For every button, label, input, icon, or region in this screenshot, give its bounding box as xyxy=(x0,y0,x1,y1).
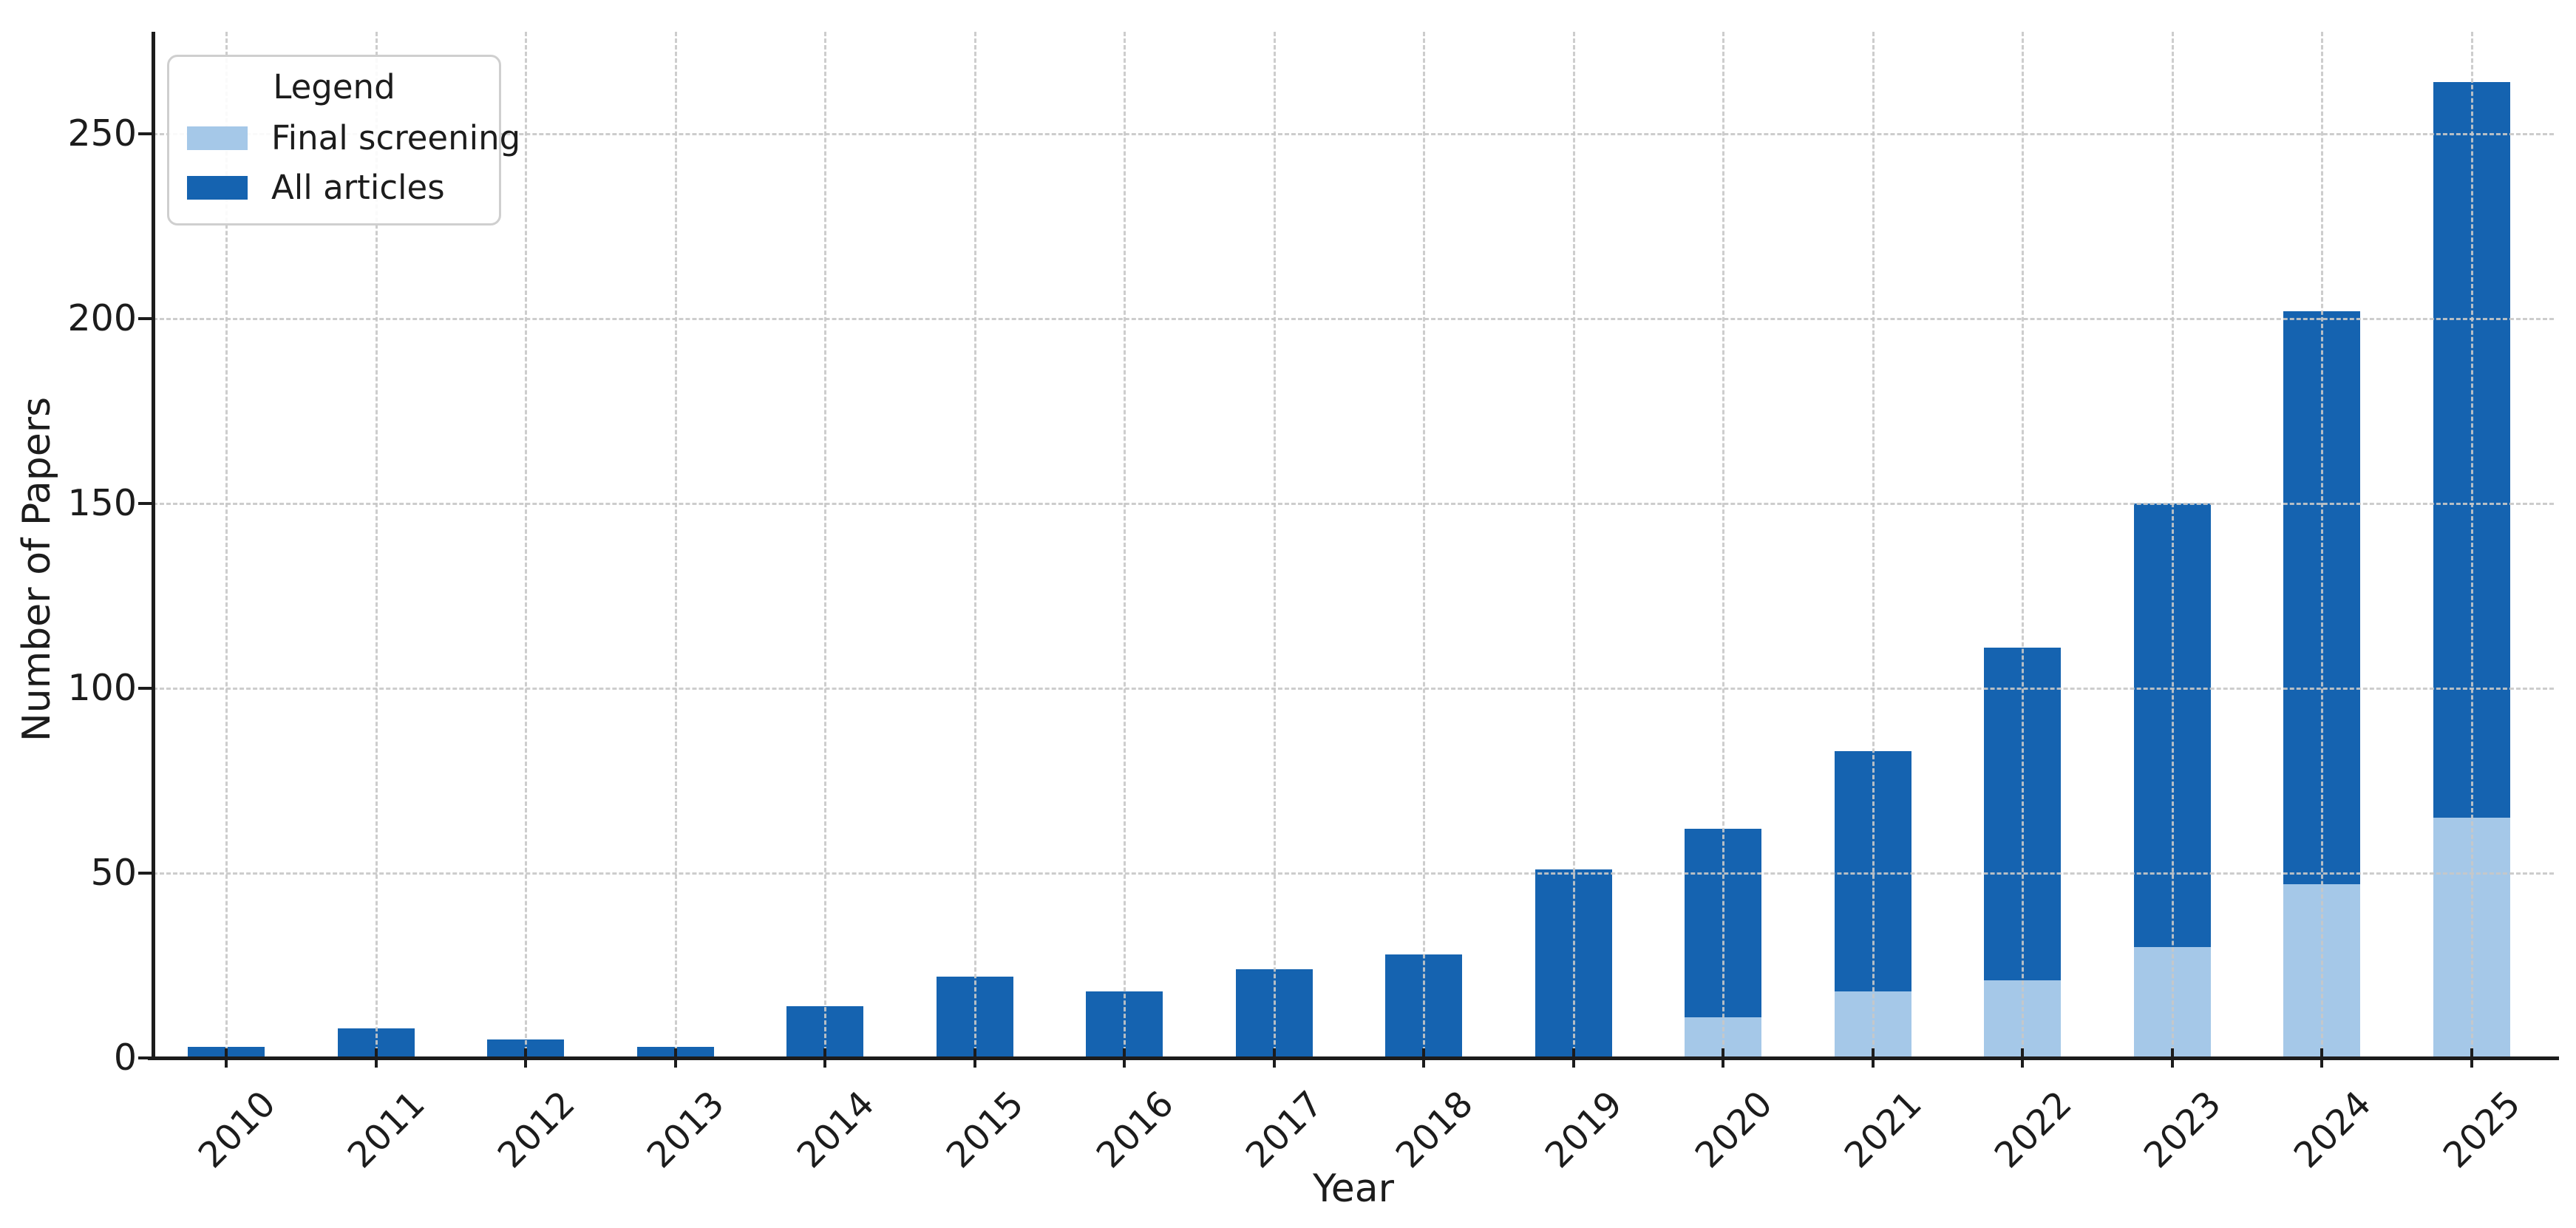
x-tick-2017 xyxy=(1272,1048,1276,1068)
plot-area: 0 50 100 150 200 250 2010 2011 2012 2013 2014 2015 2… xyxy=(67,32,2559,1176)
legend-swatch-final-screening xyxy=(187,126,248,150)
x-axis-spine xyxy=(148,1056,2559,1060)
x-tick-2020 xyxy=(1722,1048,1724,1068)
vertical-gridline-2015 xyxy=(973,32,976,1058)
vertical-gridline-2016 xyxy=(1124,32,1126,1058)
vertical-gridline-2011 xyxy=(375,32,378,1058)
y-tick-label-150: 150 xyxy=(67,482,137,524)
x-tick-2013 xyxy=(673,1048,677,1068)
x-tick-label-2013: 2013 xyxy=(639,1083,733,1176)
x-tick-label-2015: 2015 xyxy=(939,1083,1033,1176)
legend: Legend Final screening All articles xyxy=(167,55,520,225)
legend-title: Legend xyxy=(273,67,395,106)
vertical-gridline-2017 xyxy=(1273,32,1276,1058)
horizontal-gridline-100 xyxy=(153,688,2554,690)
x-axis-title: Year xyxy=(1312,1167,1395,1211)
x-tick-label-2021: 2021 xyxy=(1837,1083,1931,1176)
x-tick-2014 xyxy=(823,1048,826,1068)
x-tick-2019 xyxy=(1571,1048,1575,1068)
x-tick-label-2017: 2017 xyxy=(1238,1083,1332,1176)
x-tick-2012 xyxy=(524,1048,527,1068)
x-tick-2025 xyxy=(2470,1048,2473,1068)
horizontal-gridline-50 xyxy=(153,872,2554,875)
x-tick-label-2016: 2016 xyxy=(1088,1083,1182,1176)
y-tick-150 xyxy=(138,502,153,505)
x-tick-2018 xyxy=(1422,1048,1425,1068)
vertical-gridline-2018 xyxy=(1423,32,1425,1058)
legend-label-final-screening: Final screening xyxy=(271,118,521,157)
y-tick-250 xyxy=(138,132,153,135)
x-tick-label-2023: 2023 xyxy=(2136,1083,2230,1176)
y-tick-label-0: 0 xyxy=(113,1037,137,1079)
y-tick-label-50: 50 xyxy=(90,852,137,894)
x-tick-label-2018: 2018 xyxy=(1387,1083,1481,1176)
horizontal-gridline-200 xyxy=(153,318,2554,320)
x-tick-2021 xyxy=(1871,1048,1875,1068)
vertical-gridline-2023 xyxy=(2171,32,2174,1058)
x-tick-2011 xyxy=(374,1048,378,1068)
vertical-gridline-2022 xyxy=(2022,32,2024,1058)
legend-item-all-articles: All articles xyxy=(187,168,481,207)
y-tick-50 xyxy=(138,872,153,875)
legend-item-final-screening: Final screening xyxy=(187,118,520,157)
vertical-gridline-2013 xyxy=(674,32,677,1058)
x-tick-2015 xyxy=(973,1048,976,1068)
vertical-gridline-2014 xyxy=(824,32,826,1058)
x-tick-label-2022: 2022 xyxy=(1986,1083,2080,1176)
vertical-gridline-2020 xyxy=(1722,32,1724,1058)
vertical-gridline-2012 xyxy=(525,32,527,1058)
y-tick-200 xyxy=(138,317,153,320)
x-tick-2023 xyxy=(2170,1048,2174,1068)
vertical-gridline-2021 xyxy=(1872,32,1875,1058)
x-tick-2016 xyxy=(1123,1048,1126,1068)
x-tick-label-2020: 2020 xyxy=(1687,1083,1781,1176)
y-axis-spine xyxy=(152,32,155,1060)
y-tick-label-250: 250 xyxy=(67,112,137,155)
x-tick-2024 xyxy=(2320,1048,2323,1068)
legend-label-all-articles: All articles xyxy=(271,168,445,207)
x-tick-2022 xyxy=(2021,1048,2024,1068)
x-tick-label-2024: 2024 xyxy=(2286,1083,2379,1176)
y-tick-label-100: 100 xyxy=(67,667,137,709)
x-tick-label-2011: 2011 xyxy=(340,1083,434,1176)
y-tick-label-200: 200 xyxy=(67,297,137,339)
y-tick-0 xyxy=(138,1056,153,1059)
vertical-gridline-2024 xyxy=(2321,32,2323,1058)
x-tick-label-2025: 2025 xyxy=(2436,1083,2529,1176)
legend-swatch-all-articles xyxy=(187,175,248,200)
x-tick-label-2010: 2010 xyxy=(190,1083,284,1176)
horizontal-gridline-150 xyxy=(153,503,2554,505)
vertical-gridline-2010 xyxy=(225,32,228,1058)
y-axis-title: Number of Papers xyxy=(15,396,59,742)
vertical-gridline-2019 xyxy=(1572,32,1575,1058)
horizontal-gridline-250 xyxy=(153,133,2554,135)
vertical-gridline-2025 xyxy=(2470,32,2473,1058)
x-tick-label-2012: 2012 xyxy=(489,1083,583,1176)
y-tick-100 xyxy=(138,687,153,690)
x-tick-label-2014: 2014 xyxy=(789,1083,883,1176)
x-tick-label-2019: 2019 xyxy=(1537,1083,1631,1176)
x-tick-2010 xyxy=(225,1048,228,1068)
